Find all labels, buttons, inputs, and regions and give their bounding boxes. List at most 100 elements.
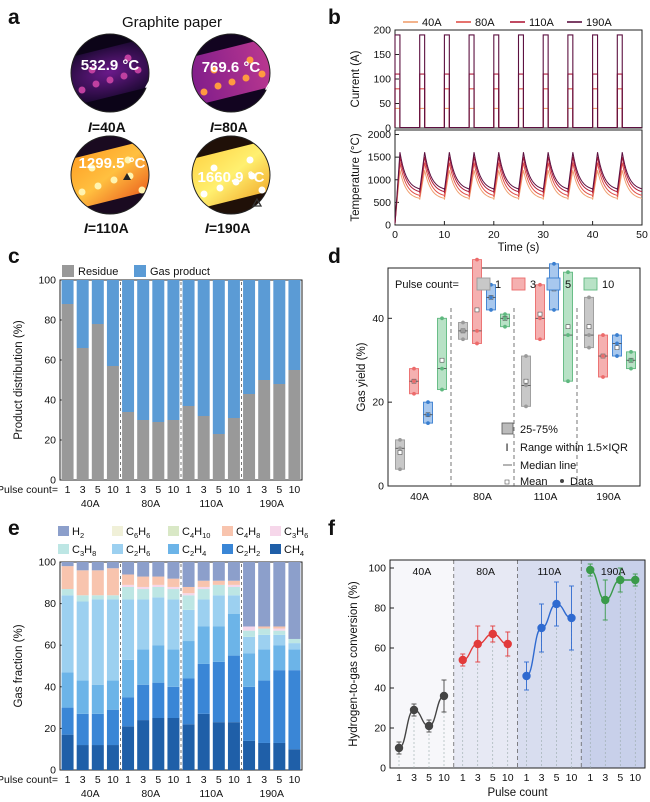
temperature-axis-tick-label: 500 (373, 197, 391, 209)
stack-C3H8-110A-5 (212, 584, 225, 596)
bar-gas-80A-10 (167, 280, 180, 420)
pulse-count-label: 1 (186, 774, 192, 786)
stack-CH4-110A-5 (212, 722, 225, 770)
pulse-count-label: 3 (602, 772, 608, 784)
stack-C2H6-190A-3 (258, 634, 271, 650)
stack-C2H4-80A-1 (122, 659, 135, 698)
mean-marker (586, 324, 592, 329)
group-label-110A: 110A (199, 498, 223, 510)
stack-H2-110A-5 (212, 562, 225, 581)
pulse-count-label: 5 (554, 772, 560, 784)
current-label-110a: I=110A (84, 220, 129, 236)
pulse-count-label: 10 (168, 774, 180, 786)
legend-formula-part: C (284, 526, 292, 538)
pulse-count-label: 3 (475, 772, 481, 784)
stack-C3H6-80A-5 (152, 584, 165, 587)
data-point (538, 316, 542, 321)
pulse-count-label: 5 (155, 484, 161, 496)
legend-label-H2: H2 (72, 526, 84, 540)
data-point (475, 257, 479, 262)
y-axis-tick-label: 0 (380, 763, 386, 775)
legend-label-C6H6: C6H6 (126, 526, 150, 540)
panel-label-a: a (8, 6, 20, 29)
legend-label-80A: 80A (475, 17, 495, 29)
pulse-count-label: 1 (186, 484, 192, 496)
y-axis-tick-label: 100 (38, 557, 56, 569)
stack-CH4-40A-1 (61, 734, 74, 770)
stack-C2H6-80A-5 (152, 597, 165, 646)
panel-f-hydrogen-conversion-chart: 40A 80A 110A 190A 0 20 40 60 80 100 Hydrogen-to-ga… (348, 559, 646, 799)
bar-residue-110A-10 (227, 418, 240, 480)
stack-H2-40A-3 (76, 562, 89, 571)
stack-C2H6-40A-3 (76, 601, 89, 681)
stack-C2H6-40A-10 (106, 599, 119, 681)
stack-C4H8-40A-5 (91, 570, 104, 596)
data-point-190A-5 (616, 575, 625, 585)
bar-residue-190A-5 (273, 384, 286, 480)
legend-label-pulse-3: 3 (530, 279, 536, 291)
bar-gas-40A-10 (106, 280, 119, 366)
y-axis-label: Temperature (°C) (350, 133, 362, 221)
pulse-count-label: 10 (289, 484, 301, 496)
time-axis-tick-label: 30 (537, 229, 549, 241)
group-background-190A (581, 560, 645, 768)
stack-C3H8-80A-1 (122, 586, 135, 600)
data-point (601, 333, 605, 337)
stack-C4H8-190A-5 (273, 626, 286, 629)
pulse-count-label: 5 (276, 484, 282, 496)
data-point (538, 337, 542, 342)
stack-C4H8-190A-3 (258, 626, 271, 629)
pulse-count-label: 5 (617, 772, 623, 784)
stack-C2H6-80A-1 (122, 599, 135, 660)
legend-formula-part: H (72, 526, 80, 538)
data-point (475, 328, 479, 333)
temperature-series-110A (394, 156, 643, 224)
x-axis-label: Pulse count (487, 787, 548, 799)
data-point-110A-5 (552, 599, 561, 609)
bar-gas-110A-3 (197, 280, 210, 416)
pulse-count-label: 10 (228, 774, 240, 786)
bar-residue-190A-1 (243, 394, 256, 480)
bar-residue-80A-10 (167, 420, 180, 480)
stack-CH4-110A-3 (197, 713, 210, 770)
pulse-count-label: 10 (107, 484, 119, 496)
current-axis-tick-label: 200 (373, 25, 391, 37)
stack-CH4-190A-10 (288, 749, 301, 770)
stack-C2H6-110A-1 (182, 609, 195, 642)
stack-C4H8-80A-5 (152, 576, 165, 585)
group-label-110A: 110A (199, 788, 223, 800)
panel-d-gas-yield-boxplot: 0 20 40 Gas yield (%) 40A 80A 110A 190A Pulse co… (356, 257, 641, 503)
pulse-count-label: 5 (276, 774, 282, 786)
pulse-count-prefix: Pulse count= (0, 774, 58, 786)
stack-C2H2-80A-1 (122, 697, 135, 727)
temperature-axis-tick-label: 1500 (368, 152, 392, 164)
legend-swatch-CH4 (270, 544, 281, 554)
current-label-80a: I=80A (210, 119, 248, 135)
pulse-count-label: 3 (80, 484, 86, 496)
legend-title: Pulse count= (395, 279, 459, 291)
data-point (587, 345, 591, 350)
stack-C2H2-110A-5 (212, 661, 225, 723)
stack-C4H8-40A-3 (76, 570, 89, 596)
stack-C2H4-190A-10 (288, 649, 301, 671)
stack-C2H6-110A-5 (212, 595, 225, 627)
data-point (601, 354, 605, 358)
marker-triangle-icon (123, 173, 131, 180)
panel-label-e: e (8, 517, 20, 540)
data-point (552, 308, 556, 312)
time-axis-tick-label: 10 (439, 229, 451, 241)
y-axis-tick-label: 20 (44, 435, 56, 447)
time-axis-tick-label: 20 (488, 229, 500, 241)
stack-C4H8-40A-1 (61, 566, 74, 590)
data-point (566, 379, 570, 384)
data-point-80A-1 (458, 655, 467, 665)
fit-curve-40A (398, 695, 445, 749)
data-point (412, 379, 416, 384)
data-point (629, 349, 633, 354)
pulse-count-label: 1 (524, 772, 530, 784)
group-label-80A: 80A (473, 491, 492, 503)
stack-C2H4-110A-3 (197, 626, 210, 664)
stack-C2H4-110A-1 (182, 641, 195, 679)
legend-formula-part: H (138, 526, 146, 538)
